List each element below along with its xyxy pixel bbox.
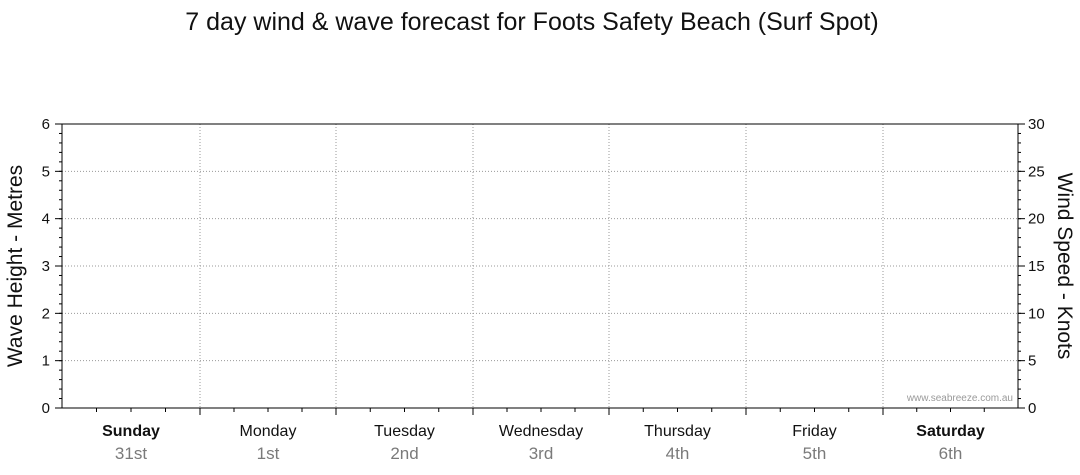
day-label: Monday [240,423,297,440]
right-tick-label: 10 [1028,305,1045,322]
right-tick-label: 0 [1028,400,1036,417]
date-label: 2nd [390,444,418,463]
date-label: 3rd [529,444,554,463]
grid [62,124,1018,408]
date-label: 4th [666,444,690,463]
date-label: 6th [939,444,963,463]
left-tick-label: 0 [42,400,50,417]
right-axis: 0 5 10 15 20 25 30 [1018,116,1045,417]
left-tick-label: 6 [42,116,50,133]
chart-title: 7 day wind & wave forecast for Foots Saf… [185,8,878,36]
day-label: Friday [792,423,836,440]
left-axis-title: Wave Height - Metres [4,165,27,367]
right-tick-label: 25 [1028,163,1045,180]
day-labels: Sunday 31st Monday 1st Tuesday 2nd Wednesday 3r… [102,423,985,463]
date-label: 5th [803,444,827,463]
left-tick-label: 3 [42,258,50,275]
left-tick-label: 5 [42,163,50,180]
left-axis: 0 1 2 3 4 5 6 [42,116,62,417]
left-tick-label: 2 [42,305,50,322]
left-tick-label: 4 [42,211,50,228]
right-tick-label: 30 [1028,116,1045,133]
date-label: 1st [257,444,280,463]
date-label: 31st [115,444,147,463]
right-tick-label: 5 [1028,353,1036,370]
day-label: Thursday [644,423,711,440]
day-label: Tuesday [374,423,435,440]
watermark: www.seabreeze.com.au [906,393,1013,404]
day-label: Wednesday [499,423,583,440]
left-tick-label: 1 [42,353,50,370]
right-tick-label: 15 [1028,258,1045,275]
day-label: Sunday [102,423,160,440]
right-tick-label: 20 [1028,211,1045,228]
day-label: Saturday [916,423,985,440]
right-axis-title: Wind Speed - Knots [1053,173,1076,360]
x-axis [96,408,985,415]
